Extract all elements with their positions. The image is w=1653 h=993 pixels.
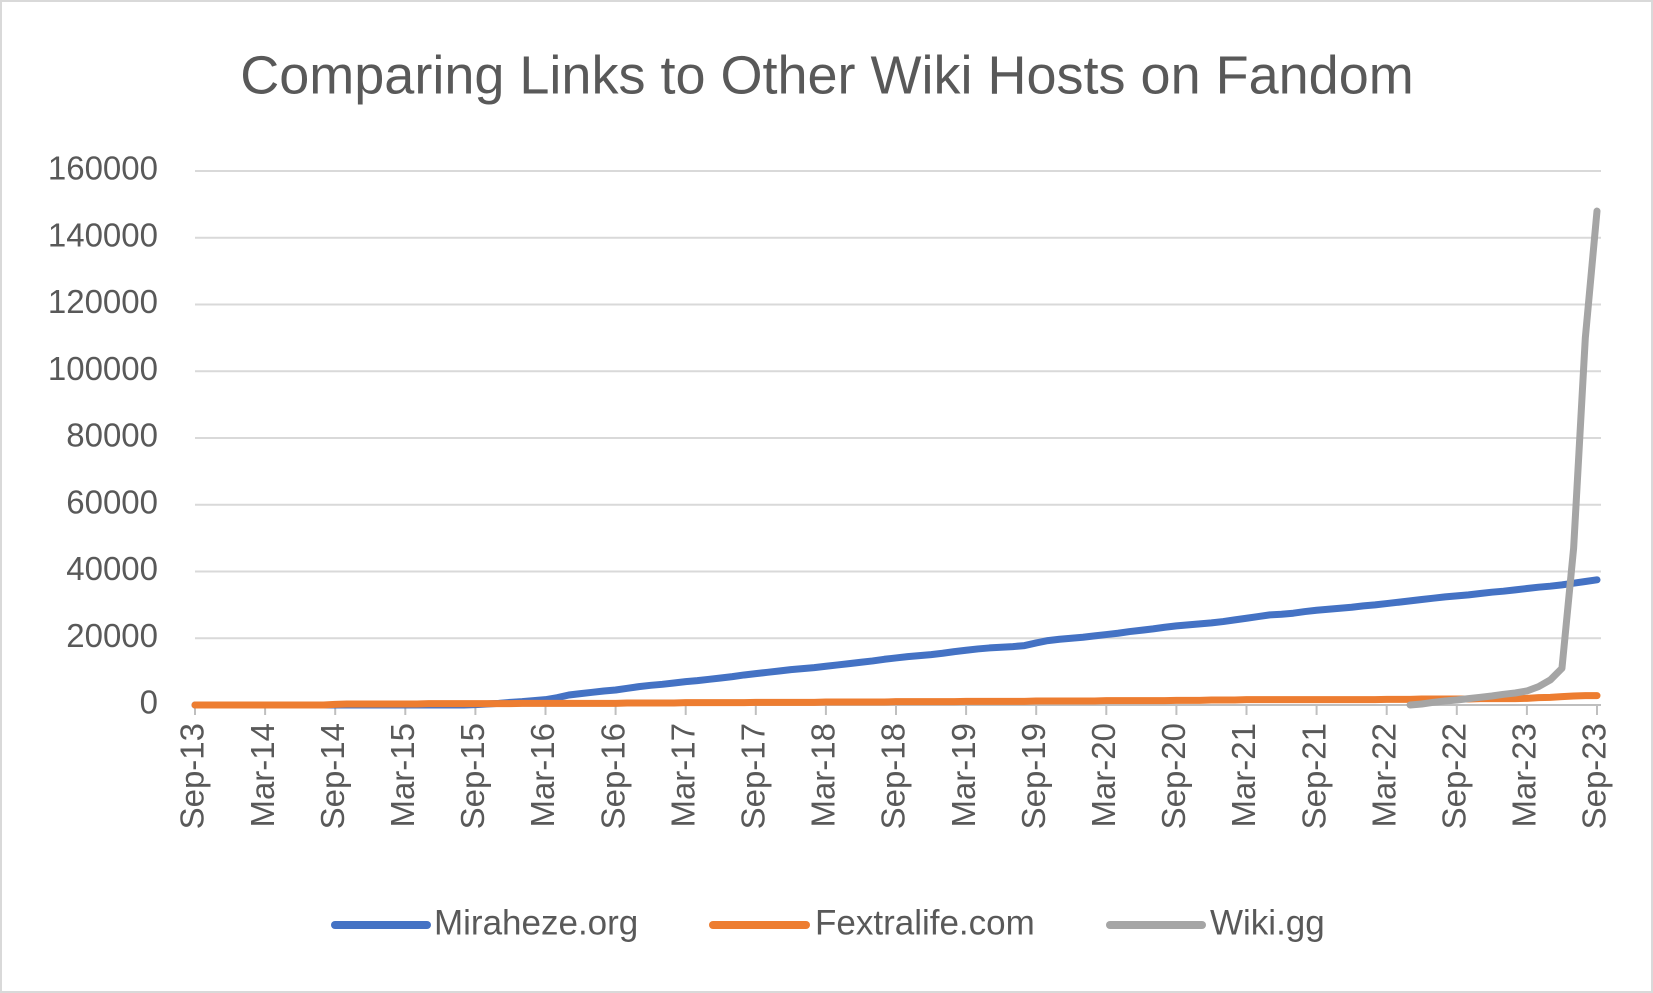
x-tick-label: Mar-23 <box>1506 723 1543 828</box>
x-tick-label: Sep-16 <box>594 723 631 829</box>
x-tick-label: Sep-20 <box>1155 723 1192 829</box>
y-tick-label: 40000 <box>66 550 158 587</box>
y-tick-label: 140000 <box>48 216 158 253</box>
series-line <box>1406 207 1601 709</box>
x-tick-label: Sep-22 <box>1436 723 1473 829</box>
x-tick-label: Mar-15 <box>384 723 421 828</box>
y-tick-label: 20000 <box>66 617 158 654</box>
x-tick-label: Sep-21 <box>1295 723 1332 829</box>
y-tick-label: 100000 <box>48 350 158 387</box>
x-tick-label: Sep-14 <box>314 723 351 829</box>
x-tick-label: Sep-23 <box>1576 723 1613 829</box>
y-tick-label: 160000 <box>48 150 158 187</box>
legend-label: Fextralife.com <box>815 903 1035 942</box>
y-tick-label: 0 <box>140 684 158 721</box>
x-tick-label: Mar-16 <box>524 723 561 828</box>
x-tick-label: Mar-14 <box>244 723 281 828</box>
y-tick-label: 80000 <box>66 417 158 454</box>
legend-label: Wiki.gg <box>1210 903 1325 942</box>
y-tick-label: 120000 <box>48 283 158 320</box>
x-tick-label: Sep-15 <box>454 723 491 829</box>
series-line <box>191 692 1601 709</box>
chart-title: Comparing Links to Other Wiki Hosts on F… <box>240 45 1413 105</box>
x-tick-label: Sep-18 <box>875 723 912 829</box>
x-tick-label: Sep-17 <box>735 723 772 829</box>
x-tick-label: Mar-17 <box>664 723 701 828</box>
x-tick-label: Sep-13 <box>174 723 211 829</box>
x-tick-label: Mar-18 <box>805 723 842 828</box>
legend-label: Miraheze.org <box>434 903 638 942</box>
x-tick-label: Mar-21 <box>1225 723 1262 828</box>
x-tick-label: Mar-20 <box>1085 723 1122 828</box>
x-tick-label: Sep-19 <box>1015 723 1052 829</box>
x-tick-label: Mar-19 <box>945 723 982 828</box>
x-tick-label: Mar-22 <box>1365 723 1402 828</box>
y-tick-label: 60000 <box>66 483 158 520</box>
